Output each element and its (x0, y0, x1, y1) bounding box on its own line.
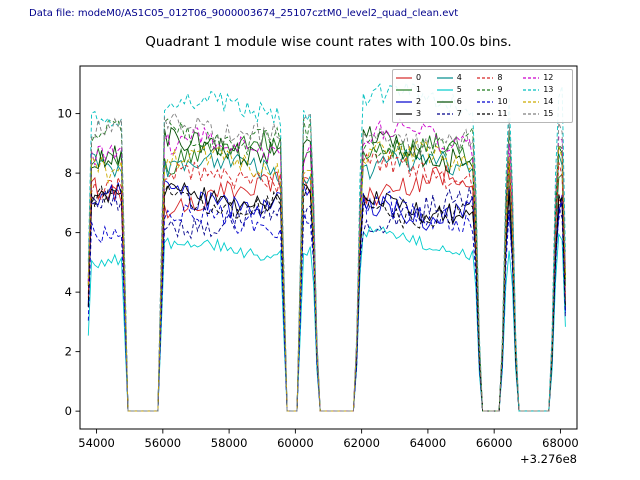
series-line-2 (87, 179, 566, 412)
legend-column: 0 1 2 3 (396, 72, 437, 120)
legend-label: 11 (497, 109, 508, 118)
legend-line-sample (396, 101, 412, 103)
legend-entry-12: 12 (523, 72, 569, 84)
legend-line-sample (477, 113, 494, 115)
series-line-0 (87, 165, 566, 412)
legend-entry-6: 6 (436, 96, 478, 108)
legend-label: 12 (543, 73, 554, 82)
legend-entry-3: 3 (396, 108, 437, 120)
y-tick-label: 2 (65, 345, 72, 359)
legend-label: 10 (497, 97, 508, 106)
legend-entry-13: 13 (523, 84, 569, 96)
legend-line-sample (523, 101, 540, 103)
y-tick-label: 10 (57, 107, 72, 121)
legend-line-sample (396, 113, 412, 115)
legend-entry-4: 4 (436, 72, 478, 84)
datafile-label: Data file: modeM0/AS1C05_012T06_90000036… (29, 8, 459, 19)
legend-entry-1: 1 (396, 84, 437, 96)
legend: 0 1 2 3 4 5 6 7 8 9 10 11 12 13 14 15 (392, 69, 573, 123)
y-tick-label: 4 (65, 285, 72, 299)
x-tick-label: 68000 (542, 436, 579, 450)
legend-entry-15: 15 (523, 108, 569, 120)
x-tick-label: 60000 (277, 436, 314, 450)
x-tick-label: 64000 (410, 436, 447, 450)
legend-entry-7: 7 (436, 108, 478, 120)
x-axis-offset-label: +3.276e8 (520, 452, 577, 466)
x-tick-label: 62000 (343, 436, 380, 450)
series-line-15 (87, 112, 566, 412)
chart-title: Quadrant 1 module wise count rates with … (145, 34, 512, 50)
series-line-11 (87, 183, 566, 412)
legend-label: 13 (543, 85, 554, 94)
legend-label: 3 (416, 109, 422, 118)
x-tick-label: 54000 (78, 436, 115, 450)
legend-entry-0: 0 (396, 72, 437, 84)
legend-label: 1 (416, 85, 422, 94)
series-line-3 (87, 181, 566, 412)
legend-label: 15 (543, 109, 554, 118)
legend-label: 8 (497, 73, 503, 82)
legend-label: 14 (543, 97, 554, 106)
legend-column: 8 9 10 11 (477, 72, 523, 120)
y-tick-label: 8 (65, 166, 72, 180)
legend-line-sample (396, 89, 412, 91)
legend-label: 0 (416, 73, 422, 82)
legend-entry-11: 11 (477, 108, 523, 120)
legend-label: 2 (416, 97, 422, 106)
legend-label: 7 (456, 109, 462, 118)
legend-column: 4 5 6 7 (436, 72, 478, 120)
x-tick-label: 56000 (145, 436, 182, 450)
legend-label: 9 (497, 85, 503, 94)
legend-line-sample (477, 77, 494, 79)
legend-line-sample (523, 89, 540, 91)
legend-entry-5: 5 (436, 84, 478, 96)
legend-column: 12 13 14 15 (523, 72, 569, 120)
legend-entry-2: 2 (396, 96, 437, 108)
legend-line-sample (477, 89, 494, 91)
legend-line-sample (436, 77, 453, 79)
legend-label: 5 (456, 85, 462, 94)
legend-line-sample (436, 113, 453, 115)
legend-line-sample (436, 101, 453, 103)
y-tick-label: 6 (65, 226, 72, 240)
legend-entry-8: 8 (477, 72, 523, 84)
legend-line-sample (523, 77, 540, 79)
legend-label: 4 (456, 73, 462, 82)
legend-line-sample (477, 101, 494, 103)
axes-frame (79, 65, 578, 430)
legend-entry-10: 10 (477, 96, 523, 108)
y-tick-label: 0 (65, 404, 72, 418)
legend-line-sample (436, 89, 453, 91)
legend-line-sample (396, 77, 412, 79)
x-tick-label: 66000 (476, 436, 513, 450)
legend-entry-9: 9 (477, 84, 523, 96)
legend-entry-14: 14 (523, 96, 569, 108)
legend-label: 6 (456, 97, 462, 106)
x-tick-label: 58000 (211, 436, 248, 450)
legend-line-sample (523, 113, 540, 115)
